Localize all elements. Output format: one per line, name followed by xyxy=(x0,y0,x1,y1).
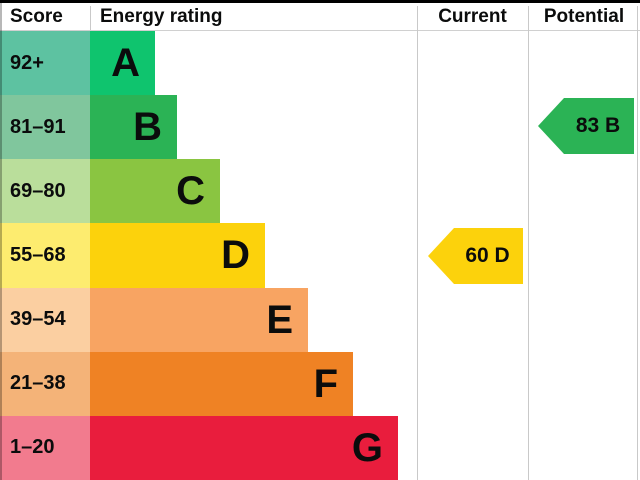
potential-column-divider xyxy=(528,6,529,480)
score-range-label: 69–80 xyxy=(0,159,90,224)
header-divider-line xyxy=(0,30,640,31)
band-bar-e: E xyxy=(90,287,308,352)
band-row-a: 92+ A xyxy=(0,31,640,96)
band-bar-c: C xyxy=(90,159,220,224)
column-header-energy-rating: Energy rating xyxy=(100,5,223,27)
score-range-label: 21–38 xyxy=(0,351,90,416)
score-range-label: 92+ xyxy=(0,31,90,96)
band-bar-a: A xyxy=(90,31,155,96)
chart-left-border xyxy=(0,3,2,480)
band-row-e: 39–54 E xyxy=(0,287,640,352)
column-header-score: Score xyxy=(10,5,63,27)
current-column-divider xyxy=(417,6,418,480)
chart-right-border xyxy=(637,6,638,480)
band-row-f: 21–38 F xyxy=(0,351,640,416)
header-row: Score Energy rating Current Potential xyxy=(0,3,640,30)
band-bar-g: G xyxy=(90,415,398,480)
score-range-label: 81–91 xyxy=(0,95,90,160)
score-range-label: 55–68 xyxy=(0,223,90,288)
score-range-label: 1–20 xyxy=(0,415,90,480)
band-bar-b: B xyxy=(90,95,177,160)
score-range-label: 39–54 xyxy=(0,287,90,352)
column-header-current: Current xyxy=(438,5,507,27)
band-row-d: 55–68 D xyxy=(0,223,640,288)
band-row-b: 81–91 B xyxy=(0,95,640,160)
band-row-c: 69–80 C xyxy=(0,159,640,224)
score-column-divider xyxy=(90,6,91,30)
column-header-potential: Potential xyxy=(543,5,625,27)
band-bar-d: D xyxy=(90,223,265,288)
band-bar-f: F xyxy=(90,351,353,416)
rating-bands: 92+ A 81–91 B 69–80 C 55–68 D 39–54 E 21… xyxy=(0,31,640,480)
band-row-g: 1–20 G xyxy=(0,415,640,480)
